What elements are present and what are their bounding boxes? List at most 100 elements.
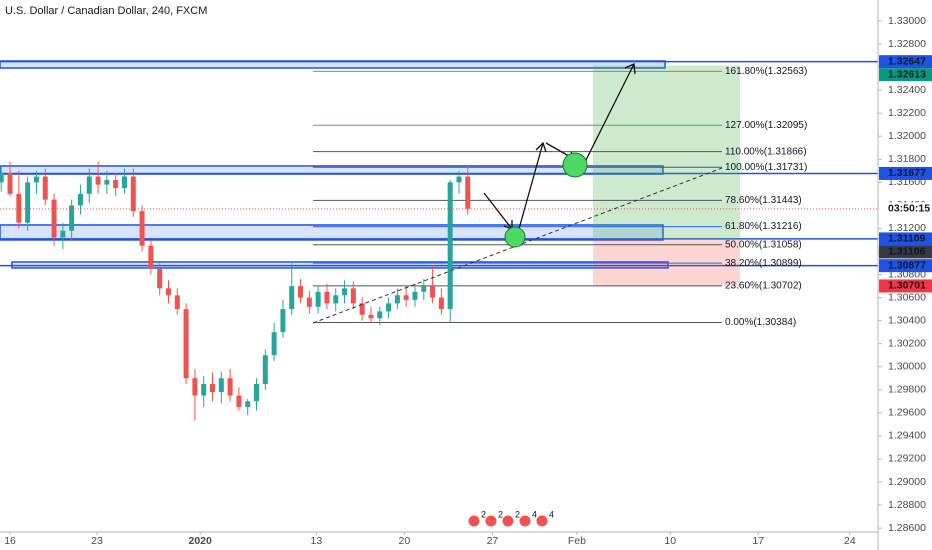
candle-body: [113, 180, 119, 189]
x-tick-label: 24: [844, 535, 856, 547]
y-tick-label: 1.32800: [888, 38, 926, 50]
price-tag: [879, 166, 932, 180]
price-tag: [879, 68, 932, 82]
candle-body: [394, 295, 400, 304]
candle-body: [368, 314, 374, 319]
fib-label: 78.60%(1.31443): [725, 195, 802, 206]
candle-body: [130, 176, 136, 212]
x-tick-label: 17: [752, 535, 764, 547]
candle-body: [262, 355, 268, 385]
candle-body: [333, 295, 339, 304]
candle-body: [465, 176, 471, 209]
x-tick-label: 16: [4, 535, 16, 547]
candle-body: [315, 291, 321, 307]
candle-body: [298, 286, 304, 298]
candle-body: [289, 286, 295, 310]
y-tick-label: 1.29800: [888, 384, 926, 396]
candle-body: [359, 303, 365, 315]
event-count: 2: [515, 509, 520, 519]
arrow: [516, 141, 547, 237]
price-tag: [879, 55, 932, 69]
arrow: [585, 63, 636, 161]
price-tag-label: 1.31677: [888, 167, 926, 179]
candle-body: [42, 176, 48, 200]
x-tick-label: 27: [487, 535, 499, 547]
price-axis: [878, 0, 932, 550]
price-tag: [879, 279, 932, 293]
event-icon: [518, 514, 532, 528]
candle-body: [86, 176, 92, 194]
candle-body: [51, 199, 57, 238]
x-tick-label: 13: [311, 535, 323, 547]
y-tick-label: 1.29400: [888, 430, 926, 442]
candle-body: [77, 193, 83, 206]
loss-zone: [593, 239, 740, 286]
event-count: 4: [549, 509, 554, 519]
fib-label: 23.60%(1.30702): [725, 280, 802, 291]
y-tick-label: 1.31200: [888, 222, 926, 234]
y-tick-label: 1.29000: [888, 476, 926, 488]
price-tag-label: 1.30877: [888, 259, 926, 271]
y-tick-label: 1.30400: [888, 314, 926, 326]
zone: [0, 224, 664, 241]
candle-body: [342, 288, 348, 296]
price-tag: [879, 232, 932, 246]
candle-body: [245, 401, 251, 408]
candle-body: [60, 230, 66, 238]
candle-body: [377, 311, 383, 319]
candle-body: [121, 176, 127, 189]
price-tag-label: 1.31109: [888, 233, 926, 245]
candle-body: [456, 176, 462, 183]
x-tick-label: Feb: [568, 535, 586, 547]
candle-body: [271, 332, 277, 356]
candles: [0, 161, 878, 421]
y-tick-label: 1.32200: [888, 107, 926, 119]
candle-body: [192, 378, 198, 396]
price-tag: [879, 259, 932, 273]
fib-label: 61.80%(1.31216): [725, 221, 802, 232]
y-tick-label: 1.33000: [888, 15, 926, 27]
candle-body: [438, 297, 444, 310]
candle-body: [0, 173, 4, 183]
events: 2 2 2 4 4: [467, 509, 554, 528]
candle-body: [254, 384, 260, 402]
candle-body: [33, 176, 39, 183]
price-tag-label: 1.30701: [888, 280, 926, 292]
candle-body: [280, 309, 286, 333]
profit-zone: [593, 65, 740, 240]
event-count: 4: [532, 509, 537, 519]
y-tick-label: 1.30600: [888, 291, 926, 303]
candle-body: [386, 303, 392, 312]
fib-label: 100.00%(1.31731): [725, 162, 807, 173]
x-tick-label: 10: [664, 535, 676, 547]
event-icon: [501, 514, 515, 528]
event-count: 2: [481, 509, 486, 519]
candle-body: [183, 309, 189, 379]
price-tags: 1.326471.326131.3167703:50:151.311091.31…: [879, 55, 932, 293]
target-circle: [562, 152, 588, 178]
y-tick-label: 1.29600: [888, 407, 926, 419]
fib-label: 161.80%(1.32563): [725, 66, 807, 77]
target-circle: [504, 226, 526, 248]
fibonacci: 161.80%(1.32563) 127.00%(1.32095) 110.00%(…: [313, 66, 807, 328]
candle-body: [421, 286, 427, 292]
candle-body: [236, 395, 242, 408]
candle-body: [16, 193, 22, 223]
y-tick-label: 1.28800: [888, 499, 926, 511]
candle-body: [324, 291, 330, 304]
candle-body: [69, 205, 75, 231]
price-tag: [879, 245, 932, 259]
event-icon: [535, 514, 549, 528]
candle-body: [210, 384, 216, 393]
candle-body: [165, 288, 171, 296]
y-tick-label: 1.28600: [888, 522, 926, 534]
candle-body: [201, 384, 207, 396]
y-tick-label: 1.32400: [888, 84, 926, 96]
candle-body: [139, 211, 145, 246]
candle-body: [350, 288, 356, 304]
x-tick-label: 2020: [188, 535, 212, 547]
fib-label: 127.00%(1.32095): [725, 120, 807, 131]
price-tag-label: 1.32647: [888, 55, 926, 67]
